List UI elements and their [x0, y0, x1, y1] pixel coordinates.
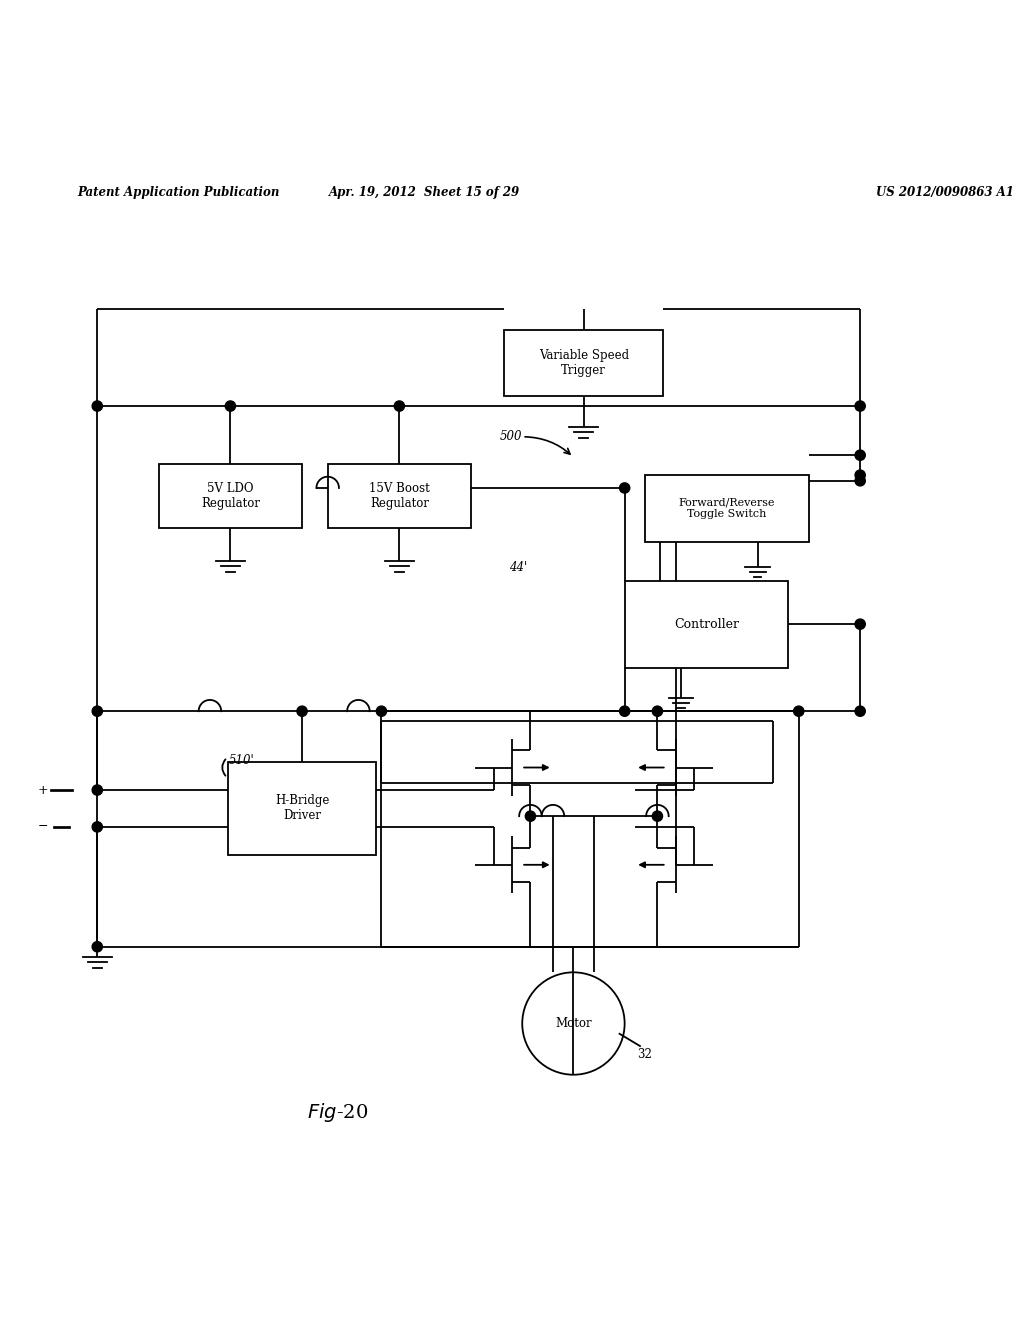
Circle shape [92, 401, 102, 411]
Circle shape [92, 706, 102, 717]
Text: Controller: Controller [674, 618, 739, 631]
Bar [227, 763, 376, 854]
Text: 15V Boost
Regulator: 15V Boost Regulator [369, 482, 430, 510]
Circle shape [855, 401, 865, 411]
Text: 5V LDO
Regulator: 5V LDO Regulator [201, 482, 260, 510]
Text: US 2012/0090863 A1: US 2012/0090863 A1 [876, 186, 1014, 198]
Circle shape [297, 706, 307, 717]
Circle shape [377, 706, 387, 717]
Text: 44': 44' [509, 561, 527, 574]
Circle shape [855, 470, 865, 480]
Text: Motor: Motor [555, 1016, 592, 1030]
Text: 510': 510' [228, 754, 254, 767]
Circle shape [225, 401, 236, 411]
Circle shape [652, 706, 663, 717]
Circle shape [652, 810, 663, 821]
Bar [645, 475, 809, 541]
Circle shape [620, 706, 630, 717]
Circle shape [92, 822, 102, 832]
Circle shape [92, 941, 102, 952]
Bar [504, 330, 664, 396]
Circle shape [92, 785, 102, 795]
Circle shape [855, 619, 865, 630]
Text: Patent Application Publication: Patent Application Publication [77, 186, 280, 198]
Circle shape [794, 706, 804, 717]
Bar [159, 465, 302, 528]
Text: 500: 500 [500, 430, 522, 444]
Text: Forward/Reverse
Toggle Switch: Forward/Reverse Toggle Switch [679, 498, 775, 519]
Text: H-Bridge
Driver: H-Bridge Driver [274, 795, 330, 822]
Circle shape [855, 706, 865, 717]
Circle shape [620, 483, 630, 494]
Text: −: − [38, 821, 48, 833]
Circle shape [855, 475, 865, 486]
Bar [625, 581, 788, 668]
Circle shape [394, 401, 404, 411]
Bar [328, 465, 471, 528]
Text: +: + [38, 784, 48, 796]
Text: $\it{Fig}$-20: $\it{Fig}$-20 [307, 1101, 369, 1125]
Text: 32: 32 [637, 1048, 652, 1061]
Text: Variable Speed
Trigger: Variable Speed Trigger [539, 348, 629, 378]
Circle shape [855, 450, 865, 461]
Circle shape [525, 810, 536, 821]
Text: Apr. 19, 2012  Sheet 15 of 29: Apr. 19, 2012 Sheet 15 of 29 [330, 186, 520, 198]
